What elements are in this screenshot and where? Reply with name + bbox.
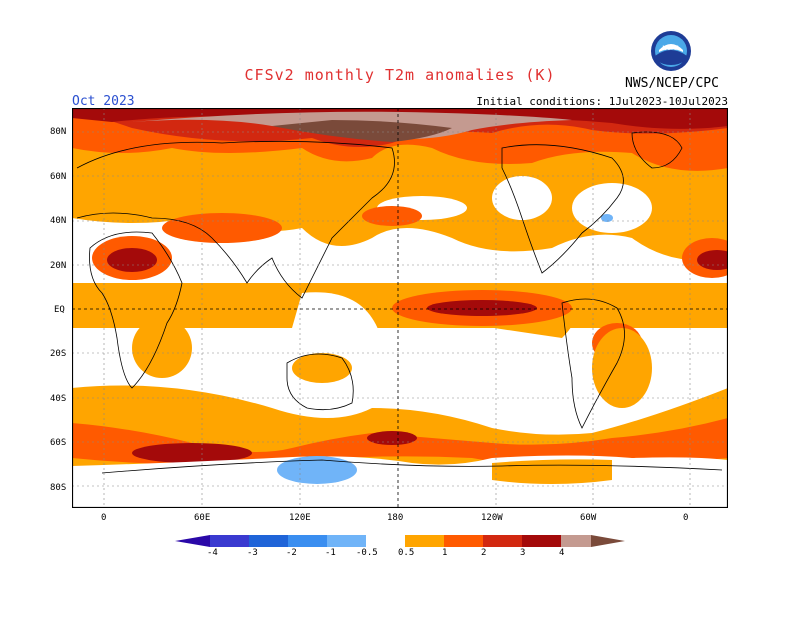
lat-label: 20S [50, 349, 67, 359]
lat-label: EQ [54, 305, 65, 315]
legend-label: -4 [207, 548, 218, 558]
lon-label: 180 [387, 513, 404, 523]
agency-label: NWS/NCEP/CPC [625, 76, 719, 91]
coastlines [76, 131, 723, 474]
lat-label: 20N [50, 261, 67, 271]
lon-label: 120E [289, 513, 311, 523]
legend-label: -1 [325, 548, 336, 558]
lon-label: 60E [194, 513, 211, 523]
lat-label: 40N [50, 216, 67, 226]
color-legend [175, 535, 625, 547]
lon-label: 0 [101, 513, 107, 523]
anomaly-map [72, 108, 728, 508]
legend-label: 4 [559, 548, 565, 558]
legend-label: 0.5 [398, 548, 415, 558]
lat-label: 60N [50, 172, 67, 182]
lon-label: 0 [683, 513, 689, 523]
legend-label: -3 [247, 548, 258, 558]
map-title: CFSv2 monthly T2m anomalies (K) [244, 66, 556, 84]
initial-conditions: Initial conditions: 1Jul2023-10Jul2023 [476, 95, 728, 108]
legend-label: 1 [442, 548, 448, 558]
lat-label: 80N [50, 127, 67, 137]
lon-label: 120W [481, 513, 503, 523]
legend-label: 3 [520, 548, 526, 558]
graticule [72, 108, 728, 508]
legend-label: -2 [286, 548, 297, 558]
legend-label: -0.5 [356, 548, 378, 558]
lat-label: 60S [50, 438, 67, 448]
lon-label: 60W [580, 513, 597, 523]
lat-label: 40S [50, 394, 67, 404]
noaa-logo-icon: NOAA [651, 31, 691, 71]
forecast-period: Oct 2023 [72, 94, 135, 109]
legend-label: 2 [481, 548, 487, 558]
svg-text:NOAA: NOAA [662, 45, 680, 52]
lat-label: 80S [50, 483, 67, 493]
anomaly-field [72, 108, 728, 508]
